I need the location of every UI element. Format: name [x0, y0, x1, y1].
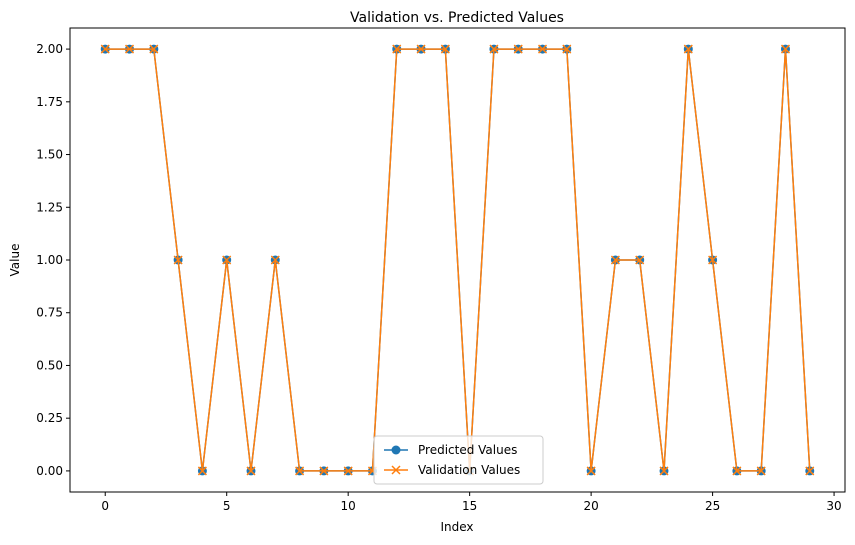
- data-point: [222, 255, 232, 265]
- data-point: [732, 466, 742, 476]
- data-point: [343, 466, 353, 476]
- data-point: [562, 44, 572, 54]
- legend-item: Predicted Values: [384, 443, 517, 457]
- data-point: [124, 44, 135, 54]
- x-tick-label: 20: [583, 499, 598, 513]
- legend-item: Validation Values: [384, 463, 520, 477]
- data-point: [149, 44, 159, 54]
- data-point: [391, 445, 401, 455]
- y-tick-label: 0.00: [36, 464, 63, 478]
- data-point: [100, 44, 110, 54]
- data-point: [392, 44, 402, 54]
- chart-title: Validation vs. Predicted Values: [350, 10, 564, 26]
- y-tick-label: 1.50: [36, 148, 63, 162]
- data-point: [586, 466, 596, 476]
- data-point: [270, 255, 280, 265]
- data-point: [197, 466, 207, 476]
- data-point: [489, 44, 499, 54]
- y-tick-label: 0.25: [36, 411, 63, 425]
- data-point: [659, 466, 669, 476]
- data-point: [295, 466, 305, 476]
- legend-label: Validation Values: [418, 463, 520, 477]
- data-point: [391, 465, 401, 475]
- x-tick-label: 15: [462, 499, 477, 513]
- data-point: [319, 466, 329, 476]
- x-tick-label: 0: [101, 499, 109, 513]
- data-point: [780, 44, 791, 54]
- data-point: [635, 255, 645, 265]
- y-tick-label: 1.75: [36, 95, 63, 109]
- series-validation: [100, 44, 815, 476]
- x-axis-label: Index: [440, 520, 473, 534]
- data-point: [538, 44, 548, 54]
- data-point: [513, 44, 523, 54]
- y-axis-ticks: 0.00 0.25 0.50 0.75 1.00 1.25 1.50 1.75 2.00: [36, 42, 70, 478]
- data-point: [683, 44, 693, 54]
- legend: Predicted Values Validation Values: [373, 435, 544, 485]
- data-point: [610, 255, 620, 265]
- data-point: [246, 466, 256, 476]
- y-tick-label: 2.00: [36, 42, 63, 56]
- legend-box: [373, 435, 544, 485]
- x-tick-label: 30: [826, 499, 841, 513]
- y-tick-label: 1.00: [36, 253, 63, 267]
- plot-area: 0 5 10 15 20 25 30 0.00 0.25 0.50 0.75 1.00 1.25 1.5…: [36, 27, 846, 513]
- data-point: [708, 255, 718, 265]
- y-tick-label: 1.25: [36, 200, 63, 214]
- data-point: [416, 44, 426, 54]
- series-layer: [100, 44, 815, 476]
- x-axis-ticks: 0 5 10 15 20 25 30: [101, 492, 842, 513]
- series-line: [105, 48, 811, 472]
- data-point: [805, 466, 815, 476]
- y-tick-label: 0.50: [36, 358, 63, 372]
- y-tick-label: 0.75: [36, 306, 63, 320]
- y-axis-label: Value: [8, 244, 22, 277]
- data-point: [173, 255, 183, 265]
- x-tick-label: 10: [341, 499, 356, 513]
- x-tick-label: 25: [705, 499, 720, 513]
- x-tick-label: 5: [223, 499, 231, 513]
- data-point: [440, 44, 450, 54]
- data-point: [756, 466, 766, 476]
- legend-label: Predicted Values: [418, 443, 517, 457]
